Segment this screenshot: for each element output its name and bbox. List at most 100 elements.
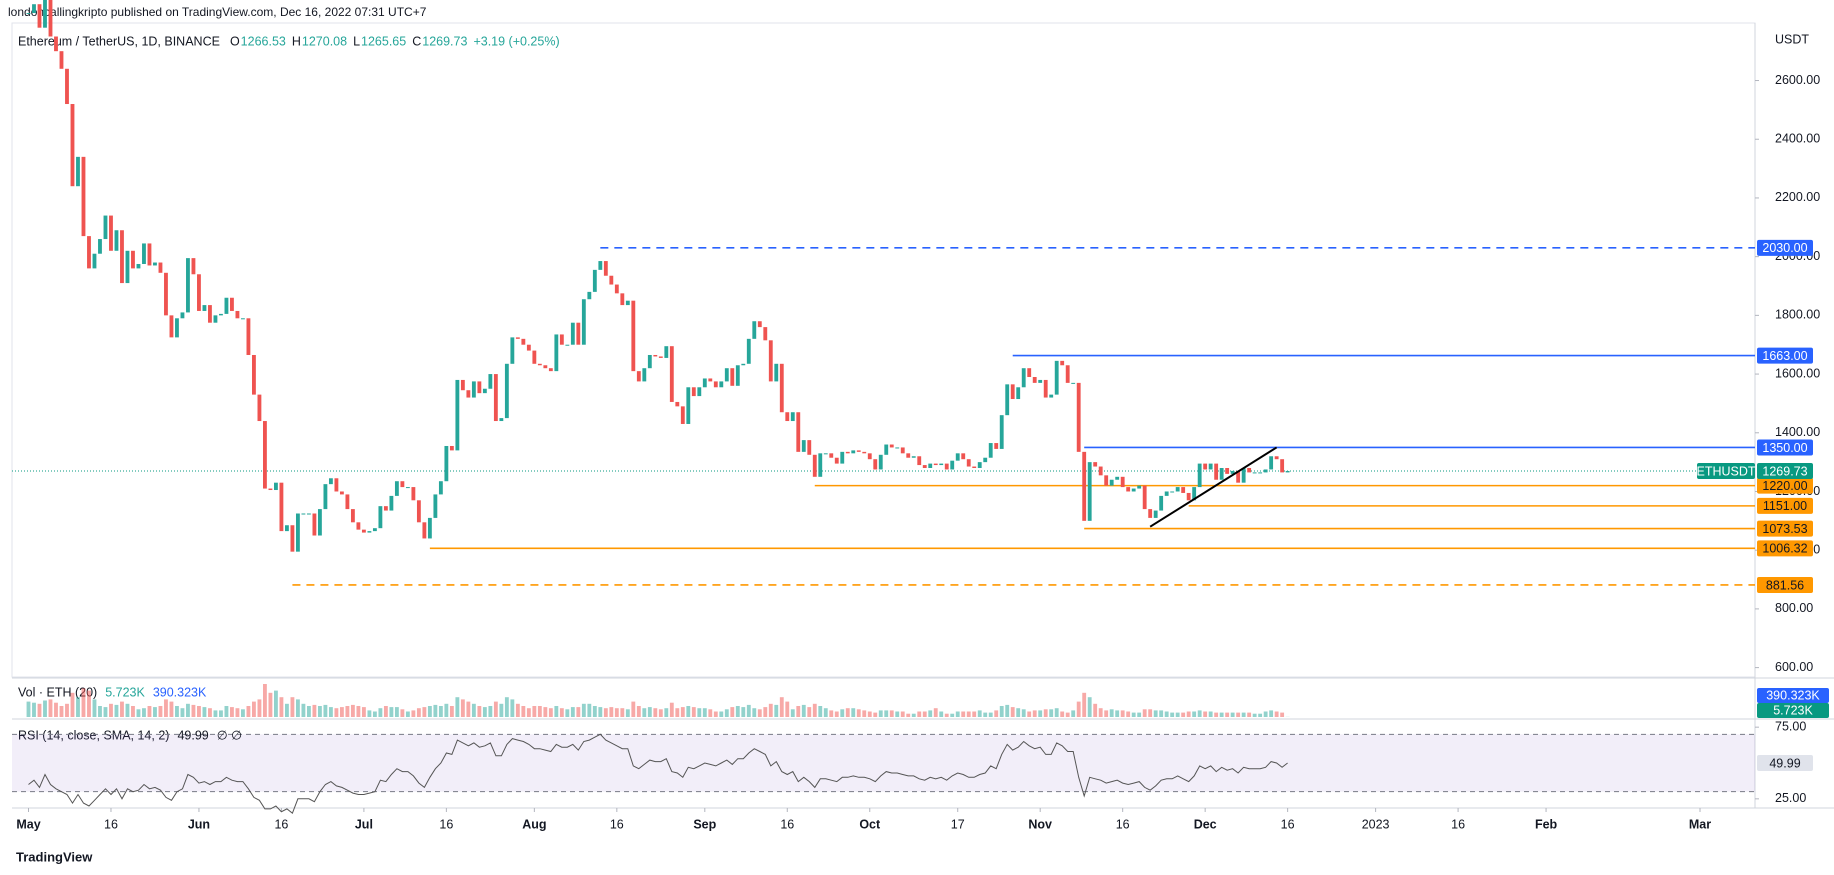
candle: [526, 344, 531, 351]
volume-bar: [1192, 711, 1197, 717]
candle: [372, 528, 377, 532]
volume-bar: [719, 711, 724, 717]
candle: [92, 253, 97, 269]
candle: [224, 297, 229, 314]
volume-bar: [576, 707, 581, 717]
volume-bar: [735, 706, 740, 717]
volume-bar: [230, 707, 234, 717]
candle: [54, 36, 58, 52]
volume-bar: [1148, 709, 1153, 717]
volume-bar: [350, 704, 355, 717]
volume-bar: [59, 706, 64, 717]
volume-bar: [532, 706, 537, 717]
candle: [1093, 462, 1098, 467]
candle: [950, 460, 955, 470]
candle: [702, 378, 707, 388]
volume-bar: [488, 706, 493, 717]
candle: [284, 525, 289, 532]
volume-bar: [263, 684, 267, 717]
y-tick-label: 600.00: [1775, 660, 1813, 674]
volume-bar: [400, 709, 405, 717]
x-tick-label: 16: [1281, 817, 1295, 831]
candle: [983, 457, 988, 463]
candle: [43, 0, 47, 28]
volume-bar: [708, 709, 713, 717]
candle: [169, 315, 174, 338]
volume-bar: [620, 708, 625, 717]
level-label: 1220.00: [1762, 479, 1807, 493]
volume-bar: [653, 708, 658, 717]
candle: [521, 338, 526, 345]
volume-bar: [922, 711, 927, 717]
volume-bar: [823, 708, 828, 717]
candle: [367, 531, 372, 533]
volume-bar: [884, 710, 889, 717]
candle: [1192, 487, 1197, 501]
volume-bar: [438, 706, 443, 717]
level-box: [1757, 520, 1813, 537]
candle: [592, 269, 597, 292]
volume-bar: [1065, 712, 1070, 717]
candle: [510, 337, 515, 364]
candle: [427, 517, 432, 539]
volume-bar: [444, 703, 449, 717]
x-tick-label: 16: [439, 817, 453, 831]
volume-bar: [1247, 712, 1252, 717]
rsi-legend-value: 49.99: [177, 728, 208, 742]
candle: [246, 318, 251, 355]
volume-bar: [394, 707, 399, 717]
volume-bar: [427, 706, 432, 717]
candle: [202, 305, 207, 311]
candle: [1038, 379, 1043, 383]
volume-bar: [939, 711, 944, 717]
candle: [977, 462, 982, 469]
candle: [790, 412, 795, 422]
candle: [1054, 360, 1059, 395]
volume-bar: [757, 709, 762, 717]
candle: [438, 481, 443, 495]
volume-bar: [851, 708, 856, 717]
volume-bar: [235, 708, 240, 717]
volume-bar: [521, 706, 526, 717]
volume-bar: [1093, 703, 1098, 717]
candle: [537, 363, 542, 366]
volume-bar: [543, 707, 548, 717]
candle: [383, 506, 388, 511]
volume-bar: [1159, 710, 1164, 717]
candle: [647, 354, 652, 369]
volume-bar: [702, 708, 707, 717]
rsi-tick-label: 75.00: [1775, 719, 1806, 733]
volume-bar: [911, 713, 916, 717]
volume-bar: [631, 701, 636, 717]
volume-bar: [686, 706, 691, 717]
candle: [186, 258, 190, 313]
volume-bar: [845, 708, 850, 717]
x-tick-label: 2023: [1362, 817, 1390, 831]
volume-last-box-label: 5.723K: [1773, 703, 1813, 717]
volume-bar: [284, 703, 289, 717]
volume-bar: [1274, 711, 1279, 717]
candle: [109, 215, 113, 251]
volume-bar: [1076, 701, 1081, 717]
volume-bar: [1153, 710, 1158, 717]
x-tick-label: 16: [1451, 817, 1465, 831]
volume-bar: [268, 692, 273, 717]
volume-bar: [328, 707, 333, 717]
candle: [87, 236, 91, 269]
volume-bar: [994, 710, 999, 717]
candle: [1005, 384, 1010, 416]
candle: [933, 463, 938, 466]
volume-bar: [1214, 712, 1219, 717]
volume-bar: [1016, 708, 1021, 717]
candle: [197, 274, 201, 311]
volume-bar: [493, 701, 498, 717]
candle: [295, 513, 300, 552]
volume-bar: [796, 706, 801, 717]
candle: [1258, 472, 1263, 474]
candle: [598, 261, 603, 270]
volume-bar: [460, 699, 465, 717]
volume-bar: [1043, 709, 1048, 717]
volume-bar: [1032, 710, 1037, 717]
level-box: [1757, 497, 1813, 514]
candle: [1120, 476, 1125, 488]
